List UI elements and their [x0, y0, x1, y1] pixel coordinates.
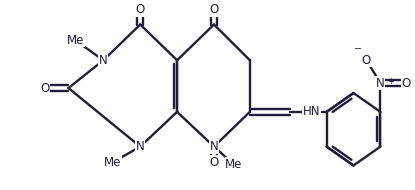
Text: N: N	[99, 54, 108, 67]
Text: O: O	[362, 54, 371, 67]
Text: HN: HN	[303, 105, 320, 118]
Text: N: N	[136, 140, 144, 153]
Text: Me: Me	[225, 158, 243, 171]
Text: N: N	[376, 77, 385, 90]
Text: Me: Me	[67, 34, 84, 47]
Text: O: O	[402, 77, 411, 90]
Text: O: O	[209, 3, 219, 16]
Text: O: O	[209, 156, 219, 169]
Text: O: O	[136, 3, 145, 16]
Text: +: +	[387, 77, 394, 86]
Text: N: N	[210, 140, 218, 153]
Text: −: −	[354, 44, 362, 54]
Text: Me: Me	[104, 156, 121, 169]
Text: O: O	[40, 82, 49, 95]
